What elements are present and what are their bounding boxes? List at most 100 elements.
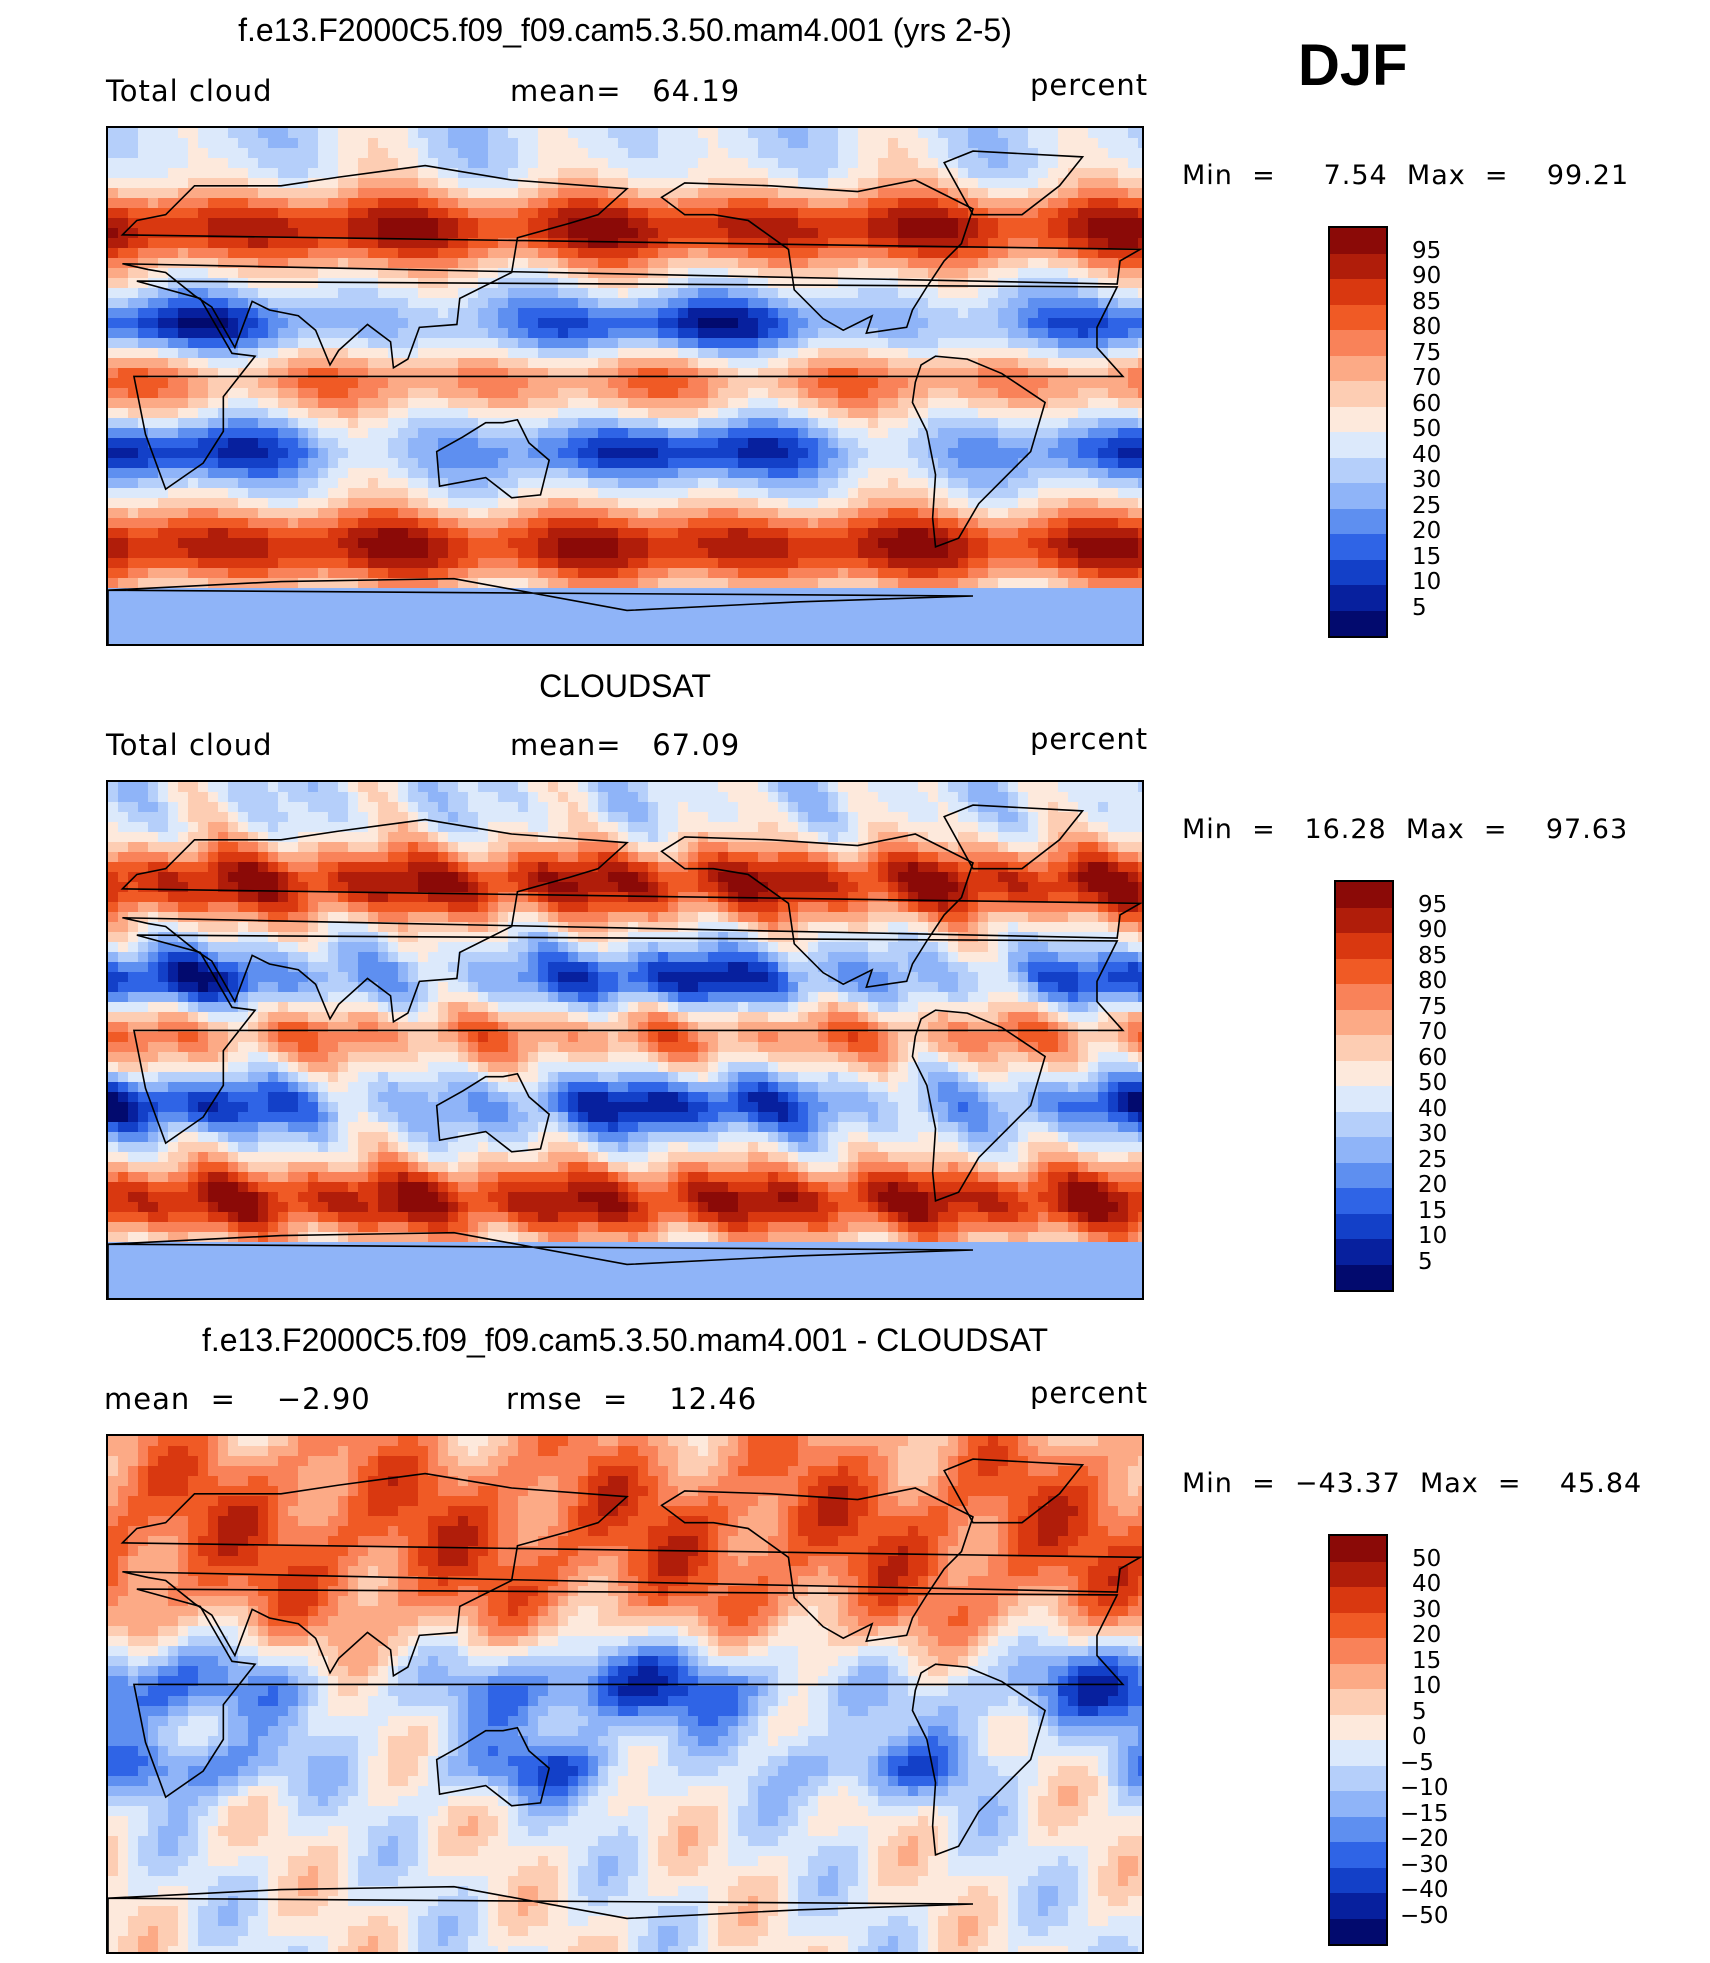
field-cell	[288, 408, 299, 419]
field-cell	[588, 178, 599, 189]
field-cell	[788, 448, 799, 459]
field-cell	[558, 458, 569, 469]
field-cell	[898, 148, 909, 159]
field-cell	[558, 198, 569, 209]
field-cell	[1088, 598, 1099, 609]
field-cell	[448, 388, 459, 399]
field-cell	[438, 268, 449, 279]
field-cell	[578, 258, 589, 269]
field-cell	[748, 348, 759, 359]
field-cell	[1088, 318, 1099, 329]
field-cell	[1088, 388, 1099, 399]
field-cell	[278, 168, 289, 179]
field-cell	[818, 538, 829, 549]
field-cell	[358, 218, 369, 229]
field-cell	[968, 288, 979, 299]
field-cell	[208, 378, 219, 389]
field-cell	[258, 558, 269, 569]
field-cell	[1068, 568, 1079, 579]
field-cell	[598, 238, 609, 249]
field-cell	[538, 328, 549, 339]
field-cell	[288, 218, 299, 229]
field-cell	[178, 468, 189, 479]
field-cell	[358, 418, 369, 429]
field-cell	[178, 308, 189, 319]
field-cell	[1038, 568, 1049, 579]
field-cell	[468, 158, 479, 169]
field-cell	[698, 438, 709, 449]
field-cell	[808, 428, 819, 439]
field-cell	[388, 388, 399, 399]
field-cell	[1068, 238, 1079, 249]
field-cell	[988, 428, 999, 439]
field-cell	[1028, 258, 1039, 269]
field-cell	[768, 238, 779, 249]
field-cell	[998, 408, 1009, 419]
field-cell	[998, 498, 1009, 509]
field-cell	[338, 588, 349, 599]
field-cell	[1078, 188, 1089, 199]
field-cell	[428, 368, 439, 379]
field-cell	[988, 338, 999, 349]
field-cell	[798, 508, 809, 519]
field-cell	[108, 268, 119, 279]
field-cell	[1048, 408, 1059, 419]
field-cell	[358, 498, 369, 509]
field-cell	[168, 128, 179, 139]
field-cell	[588, 138, 599, 149]
field-cell	[708, 558, 719, 569]
field-cell	[628, 308, 639, 319]
field-cell	[548, 578, 559, 589]
field-cell	[248, 528, 259, 539]
field-cell	[538, 188, 549, 199]
field-cell	[278, 588, 289, 599]
field-cell	[748, 528, 759, 539]
field-cell	[578, 158, 589, 169]
field-cell	[298, 488, 309, 499]
field-cell	[1078, 338, 1089, 349]
field-cell	[698, 198, 709, 209]
field-cell	[668, 338, 679, 349]
field-cell	[258, 178, 269, 189]
field-cell	[358, 448, 369, 459]
field-cell	[378, 308, 389, 319]
field-cell	[408, 158, 419, 169]
field-cell	[1008, 198, 1019, 209]
field-cell	[1108, 238, 1119, 249]
field-cell	[278, 478, 289, 489]
field-cell	[208, 358, 219, 369]
field-cell	[968, 518, 979, 529]
field-cell	[838, 298, 849, 309]
field-cell	[598, 148, 609, 159]
field-cell	[158, 328, 169, 339]
field-cell	[728, 588, 739, 599]
field-cell	[198, 238, 209, 249]
field-cell	[428, 338, 439, 349]
field-cell	[568, 298, 579, 309]
field-cell	[708, 578, 719, 589]
field-cell	[408, 548, 419, 559]
field-cell	[1038, 138, 1049, 149]
field-cell	[458, 418, 469, 429]
field-cell	[588, 128, 599, 139]
field-cell	[478, 228, 489, 239]
field-cell	[938, 328, 949, 339]
field-cell	[438, 518, 449, 529]
field-cell	[858, 458, 869, 469]
field-cell	[998, 248, 1009, 259]
field-cell	[308, 498, 319, 509]
field-cell	[838, 418, 849, 429]
field-cell	[908, 228, 919, 239]
field-cell	[1118, 598, 1129, 609]
field-cell	[218, 298, 229, 309]
field-cell	[178, 378, 189, 389]
field-cell	[678, 318, 689, 329]
field-cell	[698, 188, 709, 199]
field-cell	[828, 198, 839, 209]
field-cell	[718, 288, 729, 299]
field-cell	[318, 468, 329, 479]
field-cell	[958, 498, 969, 509]
field-cell	[138, 498, 149, 509]
field-cell	[428, 508, 439, 519]
field-cell	[108, 148, 119, 159]
